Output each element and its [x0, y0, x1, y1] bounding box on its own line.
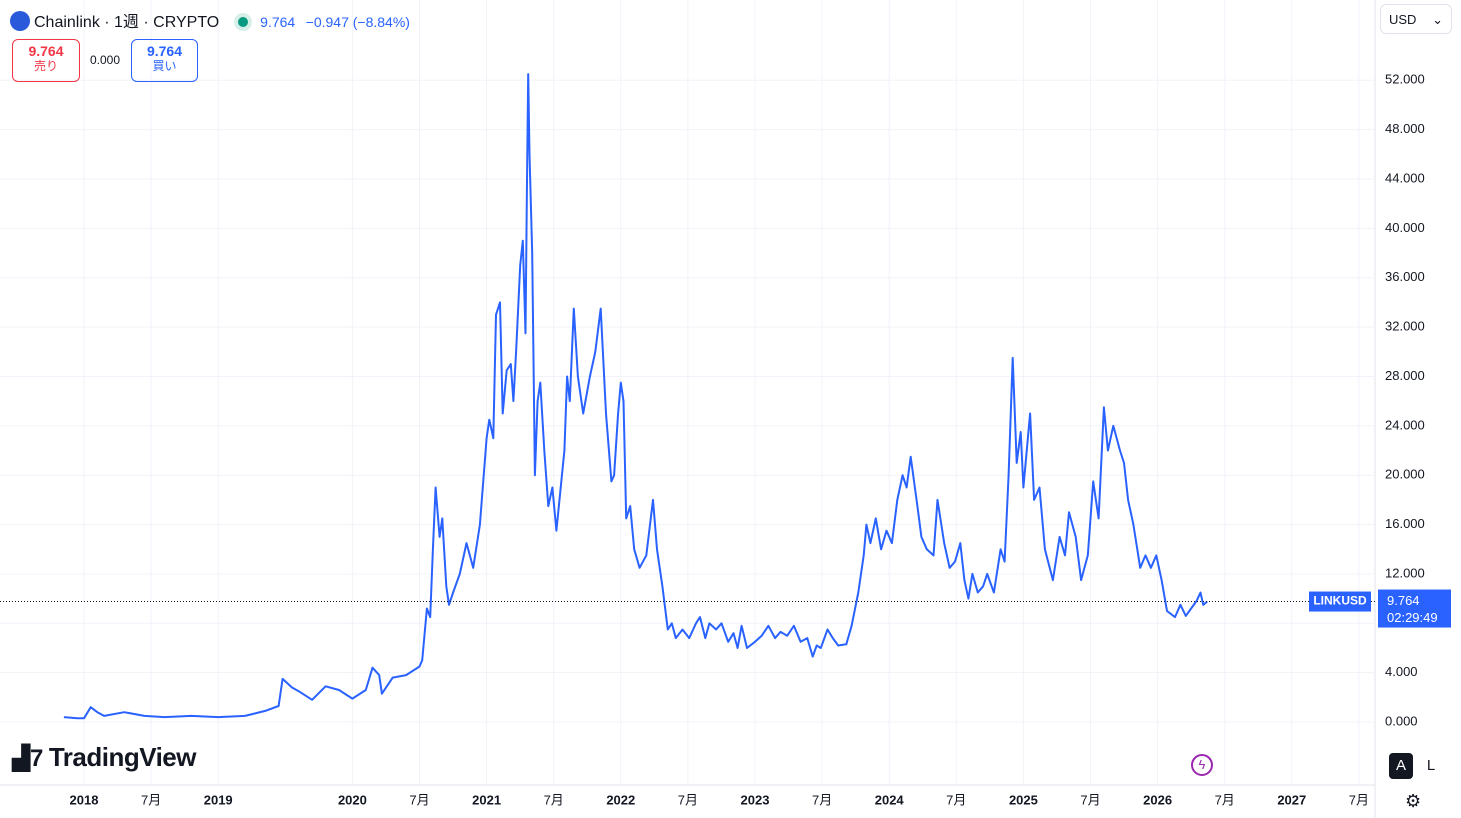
x-tick-label: 7月 — [678, 792, 698, 807]
x-tick-label: 7月 — [1349, 792, 1369, 807]
x-tick-label: 7月 — [409, 792, 429, 807]
y-tick-label: 16.000 — [1385, 516, 1425, 531]
currency-select[interactable]: USD ⌄ — [1380, 4, 1452, 34]
y-tick-label: 20.000 — [1385, 467, 1425, 482]
x-tick-label: 7月 — [141, 792, 161, 807]
x-tick-label: 7月 — [1215, 792, 1235, 807]
symbol-info[interactable]: Chainlink · 1週 · CRYPTO 9.764 −0.947 (−8… — [10, 8, 410, 32]
x-tick-label: 2022 — [606, 792, 635, 807]
x-tick-label: 2024 — [875, 792, 905, 807]
x-tick-label: 2021 — [472, 792, 501, 807]
x-tick-label: 2018 — [70, 792, 99, 807]
logo-mark: ▟7 — [12, 745, 43, 772]
x-tick-label: 7月 — [812, 792, 832, 807]
auto-scale-button[interactable]: A — [1389, 753, 1413, 779]
y-tick-label: 48.000 — [1385, 121, 1425, 136]
y-tick-label: 44.000 — [1385, 170, 1425, 185]
grid — [0, 0, 1375, 785]
sell-label: 売り — [33, 59, 58, 73]
x-tick-label: 2027 — [1277, 792, 1306, 807]
x-tick-label: 2023 — [741, 792, 770, 807]
buy-price: 9.764 — [146, 43, 183, 59]
y-tick-label: 12.000 — [1385, 565, 1425, 580]
currency-label: USD — [1389, 12, 1417, 27]
buy-button[interactable]: 9.764 買い — [131, 39, 198, 82]
market-status — [237, 17, 248, 27]
header-price: 9.764 — [260, 14, 296, 30]
y-tick-label: 24.000 — [1385, 417, 1425, 432]
dropdown-arrow: ⌄ — [1432, 12, 1443, 27]
series-name: LINKUSD — [1313, 594, 1367, 608]
price-line — [63, 73, 1208, 720]
x-tick-label: 7月 — [1080, 792, 1100, 807]
sell-price: 9.764 — [28, 43, 64, 59]
price-label: 9.764 — [1387, 593, 1420, 608]
y-tick-label: 40.000 — [1385, 220, 1425, 235]
x-tick-label: 2026 — [1143, 792, 1172, 807]
price-label-bg — [1378, 589, 1451, 628]
settings-icon[interactable]: ⚙ — [1405, 791, 1422, 811]
logo-text: TradingView — [48, 742, 197, 772]
countdown-label: 02:29:49 — [1387, 610, 1438, 625]
y-tick-label: 0.000 — [1385, 713, 1418, 728]
log-scale-button[interactable]: L — [1426, 757, 1436, 774]
x-tick-label: 2019 — [204, 792, 233, 807]
spread: 0.000 — [90, 53, 121, 67]
y-tick-label: 32.000 — [1385, 319, 1425, 334]
y-tick-label: 36.000 — [1385, 269, 1425, 284]
series-name-bg — [1309, 591, 1371, 612]
x-tick-label: 7月 — [544, 792, 564, 807]
symbol-icon — [10, 11, 30, 31]
sell-button[interactable]: 9.764 売り — [12, 39, 80, 82]
logo[interactable]: ▟7 TradingView — [12, 742, 197, 773]
x-tick-label: 7月 — [946, 792, 966, 807]
symbol-title: Chainlink · 1週 · CRYPTO — [34, 14, 220, 31]
buy-label: 買い — [152, 59, 177, 73]
y-tick-label: 4.000 — [1385, 664, 1418, 679]
header-change: −0.947 (−8.84%) — [305, 14, 410, 30]
x-tick-label: 2025 — [1009, 792, 1038, 807]
y-tick-label: 52.000 — [1385, 72, 1425, 87]
x-tick-label: 2020 — [338, 792, 367, 807]
y-tick-label: 28.000 — [1385, 368, 1425, 383]
lightning-icon[interactable]: ϟ — [1191, 754, 1213, 776]
